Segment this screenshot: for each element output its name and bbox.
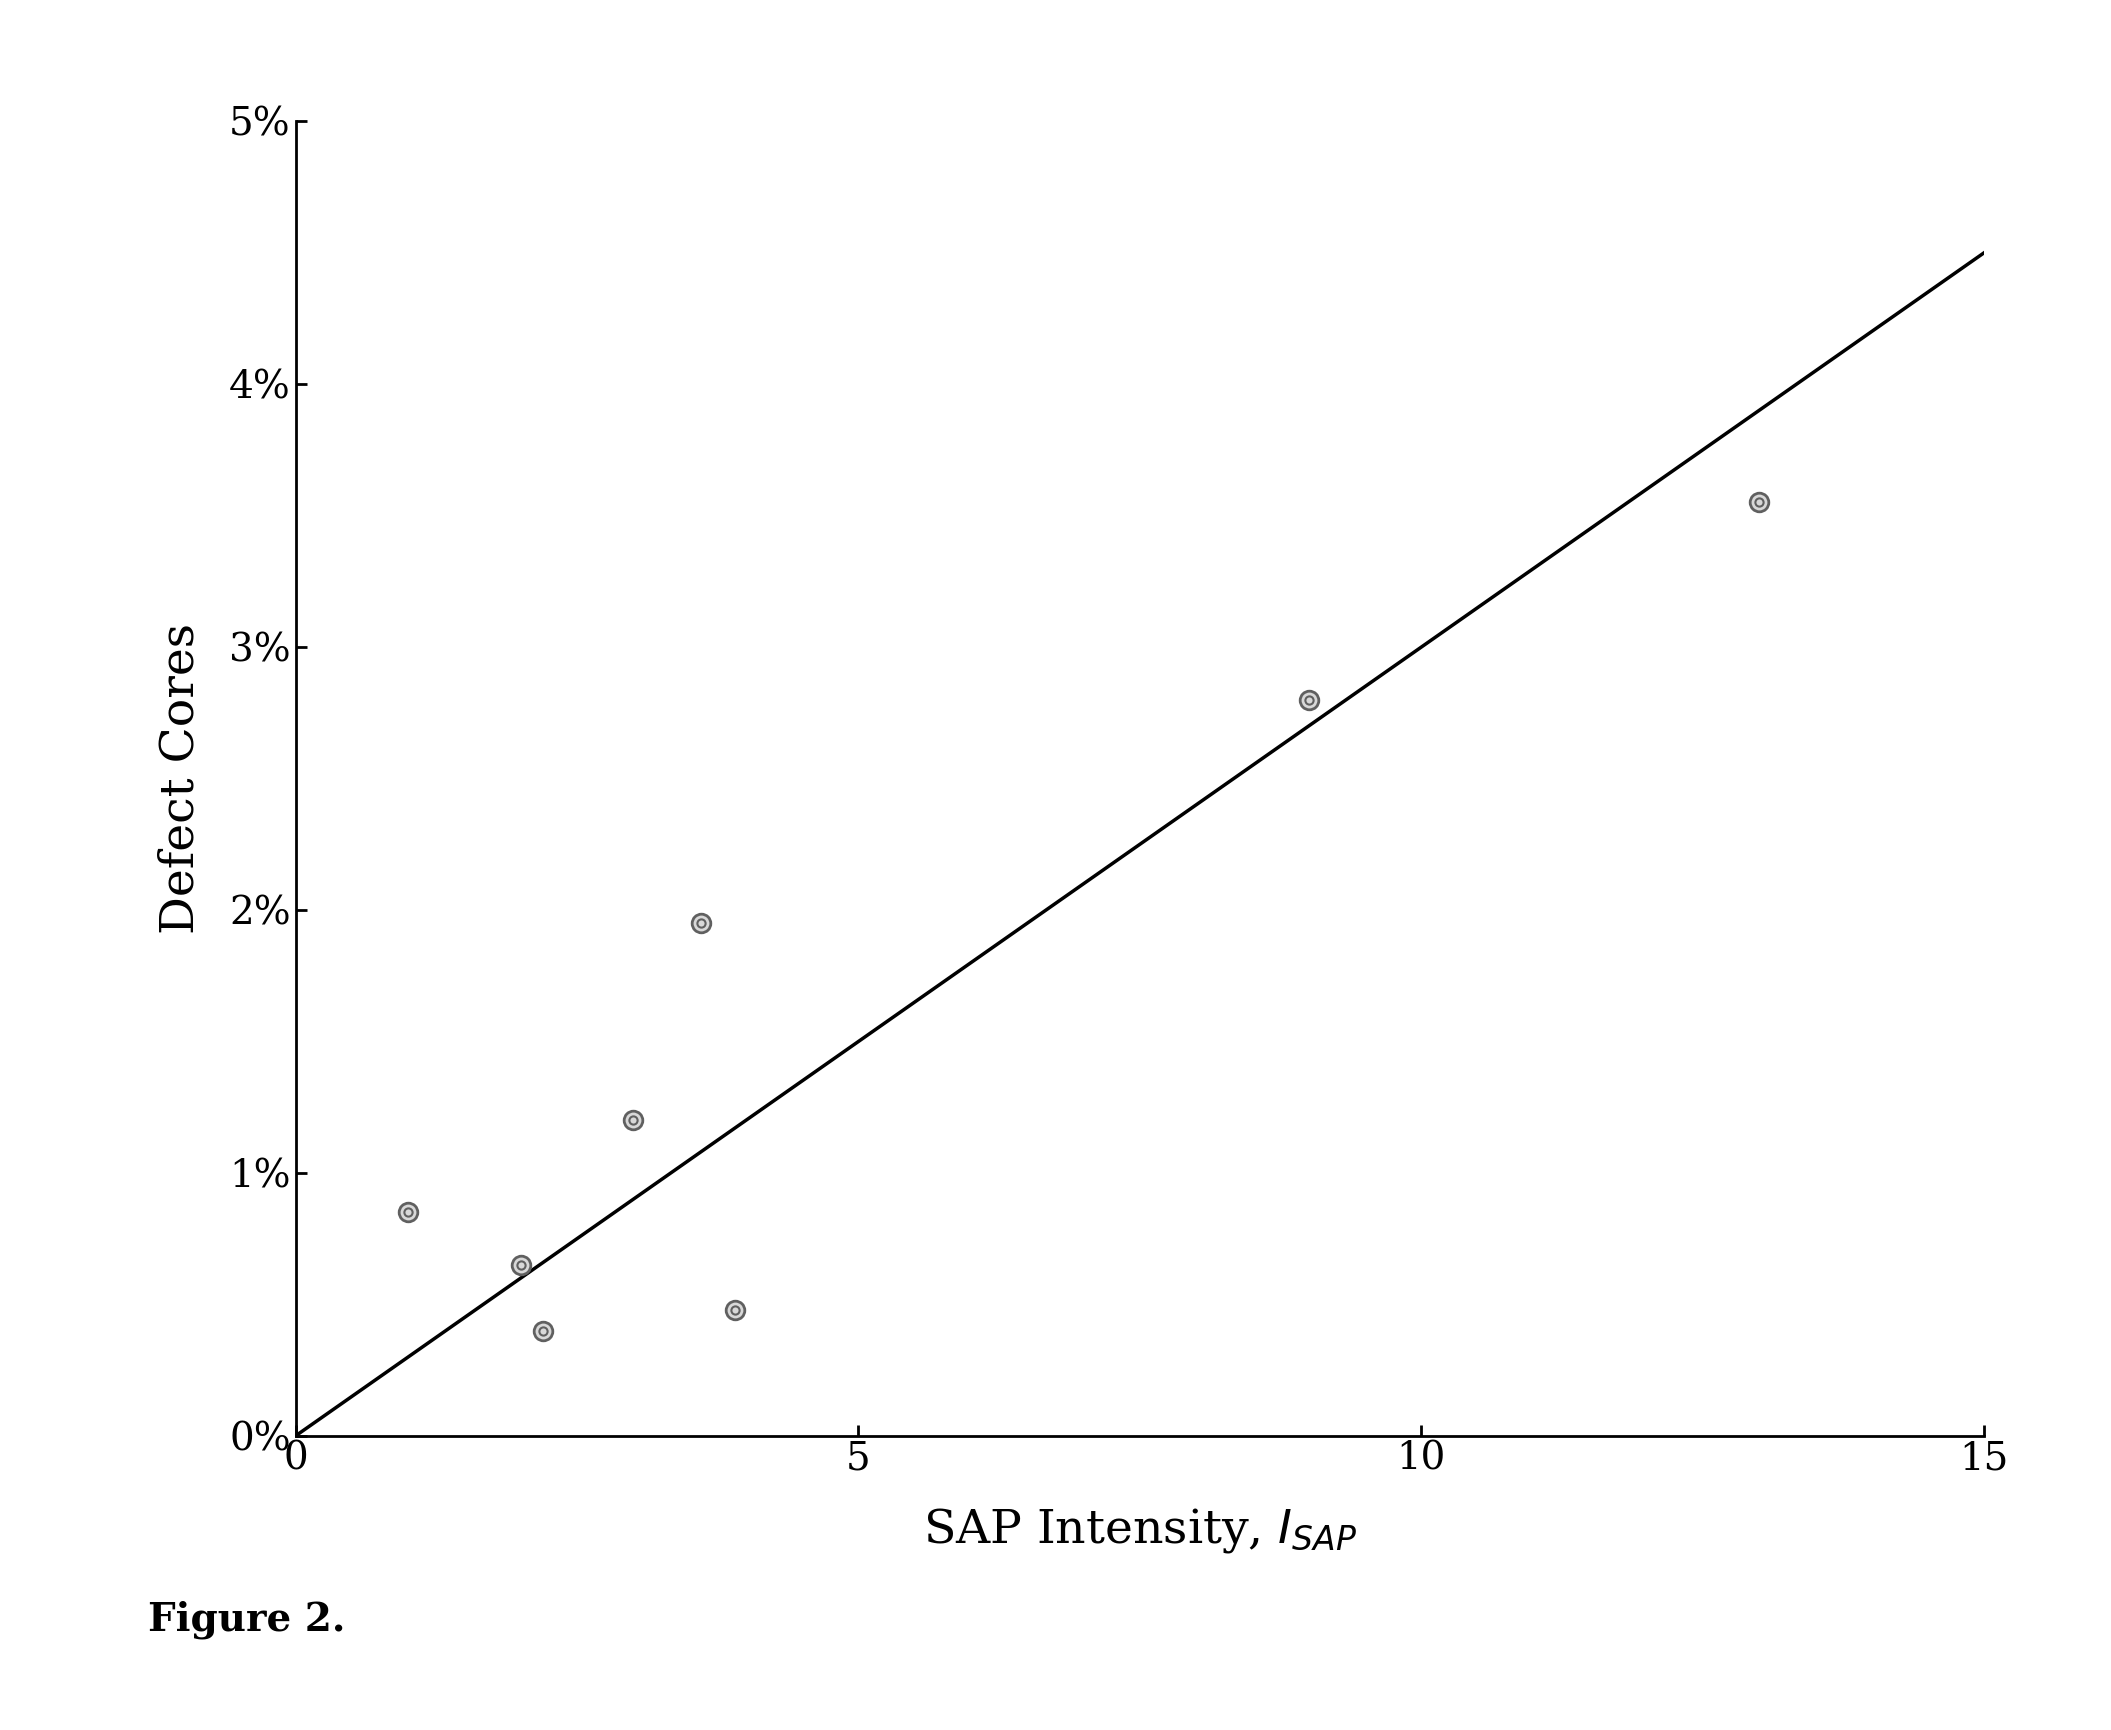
Point xyxy=(684,910,718,938)
Point xyxy=(505,1251,538,1278)
Point xyxy=(616,1107,650,1135)
Point xyxy=(505,1251,538,1278)
Point xyxy=(391,1199,424,1227)
Point xyxy=(1742,488,1775,516)
Point xyxy=(1742,488,1775,516)
Point xyxy=(718,1296,752,1323)
X-axis label: SAP Intensity, $I_{SAP}$: SAP Intensity, $I_{SAP}$ xyxy=(923,1505,1357,1555)
Y-axis label: Defect Cores: Defect Cores xyxy=(158,623,205,934)
Point xyxy=(684,910,718,938)
Point xyxy=(526,1317,559,1344)
Point xyxy=(718,1296,752,1323)
Point xyxy=(1292,685,1326,713)
Point xyxy=(526,1317,559,1344)
Point xyxy=(616,1107,650,1135)
Point xyxy=(1292,685,1326,713)
Text: Figure 2.: Figure 2. xyxy=(148,1600,344,1638)
Point xyxy=(391,1199,424,1227)
